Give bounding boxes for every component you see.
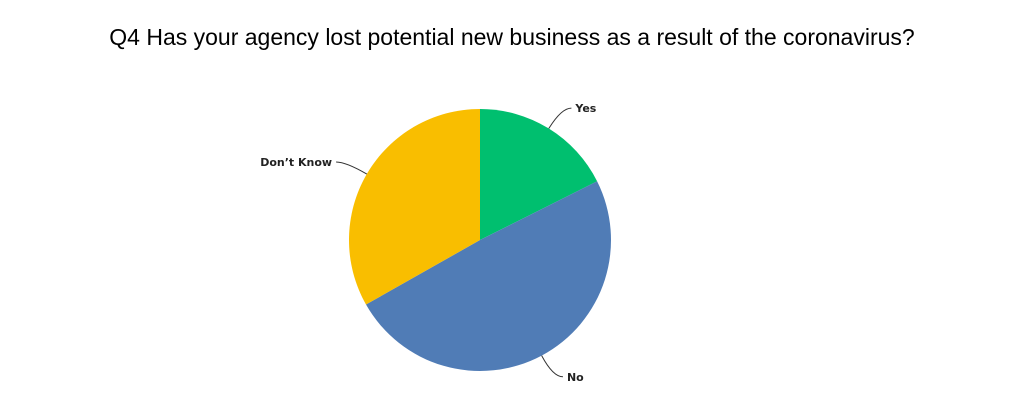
pie-slice-yes [480, 109, 598, 240]
chart-title: Q4 Has your agency lost potential new bu… [109, 24, 915, 50]
pie-slice-don-t-know [348, 109, 480, 305]
leader-line [336, 161, 368, 175]
slice-label: Yes [574, 102, 596, 115]
leader-line [548, 107, 572, 129]
leader-line [541, 355, 564, 378]
slice-label: No [567, 371, 584, 384]
slice-label: Don’t Know [260, 156, 332, 169]
pie-slice-no [366, 181, 611, 371]
